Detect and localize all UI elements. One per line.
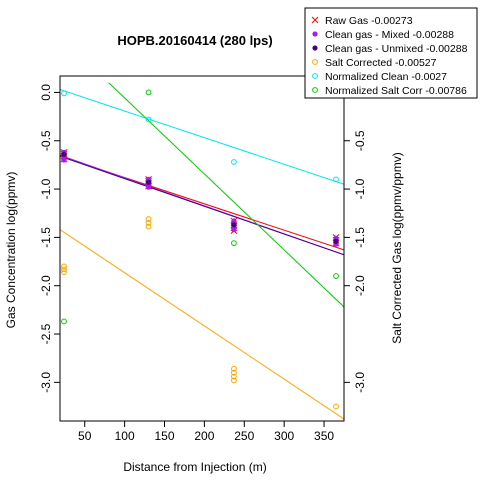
data-points bbox=[60, 89, 340, 410]
x-tick-label: 100 bbox=[115, 429, 135, 443]
y-tick-label: -3.0 bbox=[39, 372, 53, 393]
data-point bbox=[61, 266, 67, 273]
data-point bbox=[145, 219, 152, 226]
data-point bbox=[231, 240, 237, 247]
fit-lines bbox=[60, 82, 344, 420]
legend-box bbox=[304, 7, 478, 99]
chart-title: HOPB.20160414 (280 lps) bbox=[117, 33, 272, 48]
data-point bbox=[61, 269, 67, 276]
y-tick-label: -2.5 bbox=[39, 323, 53, 344]
x-tick-label: 250 bbox=[234, 429, 254, 443]
legend-label: Clean gas - Mixed -0.00288 bbox=[325, 29, 454, 41]
data-point bbox=[333, 273, 339, 279]
fit-line bbox=[108, 82, 344, 308]
y-tick-label: -0.5 bbox=[39, 130, 53, 151]
x-axis: 50 100 150 200 250 300 350 bbox=[78, 421, 334, 443]
legend-item: Raw Gas -0.00273 bbox=[311, 15, 413, 27]
data-point bbox=[312, 31, 318, 37]
y-tick-label: 0.0 bbox=[39, 84, 53, 101]
data-point bbox=[61, 90, 67, 97]
legend-label: Salt Corrected -0.00527 bbox=[325, 57, 437, 69]
fit-line bbox=[60, 89, 344, 185]
x-tick-label: 200 bbox=[194, 429, 214, 443]
data-point bbox=[312, 45, 318, 51]
y-tick-label: -2.0 bbox=[39, 275, 53, 296]
data-point bbox=[312, 87, 318, 93]
legend-item: Normalized Clean -0.0027 bbox=[312, 71, 447, 83]
y-right-tick-label: -0.5 bbox=[353, 130, 367, 151]
legend-label: Clean gas - Unmixed -0.00288 bbox=[325, 43, 468, 55]
data-point bbox=[61, 263, 67, 270]
fit-line bbox=[60, 155, 344, 256]
data-point bbox=[231, 159, 237, 165]
legend-item: Clean gas - Unmixed -0.00288 bbox=[312, 43, 468, 55]
x-tick-label: 50 bbox=[78, 429, 92, 443]
x-axis-label: Distance from Injection (m) bbox=[123, 460, 266, 474]
x-tick-label: 350 bbox=[314, 429, 334, 443]
legend-label: Normalized Salt Corr -0.00786 bbox=[325, 85, 467, 97]
legend-label: Raw Gas -0.00273 bbox=[325, 15, 413, 27]
data-point bbox=[145, 116, 152, 123]
data-point bbox=[145, 184, 152, 190]
data-point bbox=[61, 151, 67, 157]
data-point bbox=[312, 73, 318, 79]
legend-item: Salt Corrected -0.00527 bbox=[312, 57, 437, 69]
y-axis-left: 0.0 -0.5 -1.0 -1.5 -2.0 -2.5 -3.0 bbox=[39, 84, 60, 393]
data-point bbox=[231, 373, 237, 380]
data-point bbox=[333, 403, 339, 410]
data-point bbox=[231, 377, 237, 384]
data-point bbox=[145, 223, 152, 230]
y-axis-right-label: Salt Corrected Gas log(ppmv/ppmv) bbox=[390, 152, 404, 343]
data-point-stroke bbox=[311, 16, 319, 24]
data-point bbox=[333, 176, 339, 183]
data-point bbox=[231, 365, 237, 372]
y-tick-label: -1.0 bbox=[39, 178, 53, 199]
y-axis-right: -0.5 -1.0 -1.5 -2.0 -3.0 bbox=[344, 130, 367, 393]
data-point bbox=[145, 179, 152, 185]
plot-frame bbox=[59, 75, 345, 422]
data-point bbox=[231, 222, 237, 228]
data-point bbox=[61, 318, 67, 325]
fit-line bbox=[60, 229, 344, 420]
y-right-tick-label: -1.0 bbox=[353, 178, 367, 199]
x-tick-label: 150 bbox=[154, 429, 174, 443]
data-point bbox=[312, 59, 318, 65]
data-point bbox=[231, 227, 237, 233]
data-point bbox=[61, 157, 67, 163]
data-point bbox=[311, 16, 319, 24]
x-tick-label: 300 bbox=[274, 429, 294, 443]
legend-label: Normalized Clean -0.0027 bbox=[325, 71, 447, 83]
y-right-tick-label: -1.5 bbox=[353, 227, 367, 248]
data-point bbox=[231, 369, 237, 376]
legend-item: Clean gas - Mixed -0.00288 bbox=[312, 29, 454, 41]
y-tick-label: -1.5 bbox=[39, 227, 53, 248]
data-point bbox=[145, 89, 152, 96]
y-axis-label: Gas Concentration log(ppmv) bbox=[4, 172, 18, 329]
legend: Raw Gas -0.00273 Clean gas - Mixed -0.002… bbox=[304, 7, 478, 99]
legend-item: Normalized Salt Corr -0.00786 bbox=[312, 85, 467, 97]
y-right-tick-label: -3.0 bbox=[353, 372, 367, 393]
data-point bbox=[333, 238, 339, 244]
y-right-tick-label: -2.0 bbox=[353, 275, 367, 296]
data-point bbox=[145, 216, 152, 222]
